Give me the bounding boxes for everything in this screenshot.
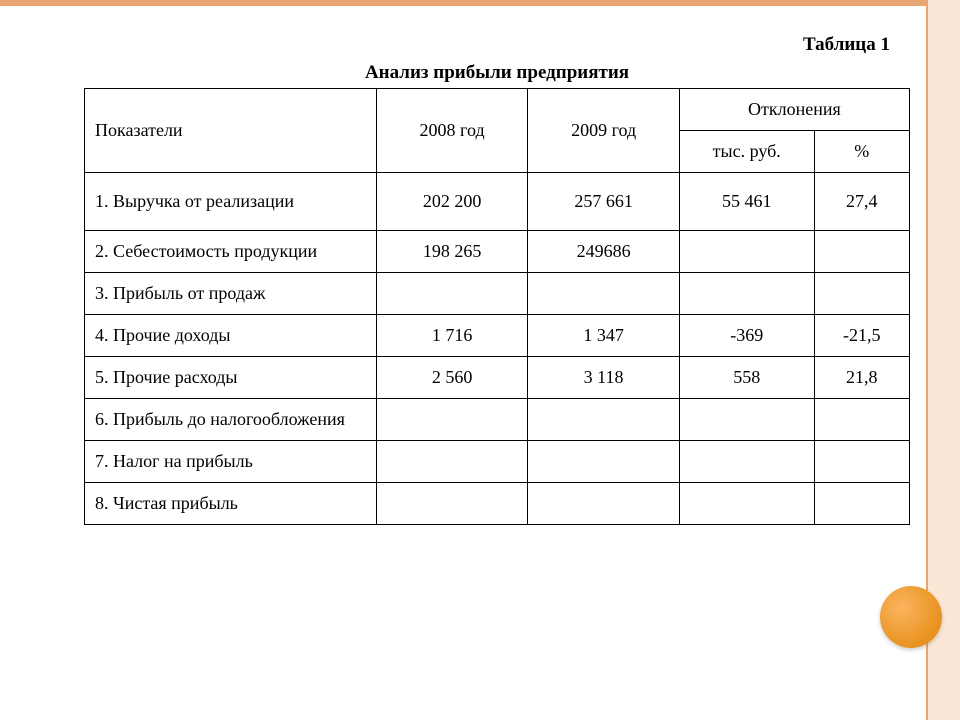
row-label: 1. Выручка от реализации <box>85 173 377 231</box>
row-label: 5. Прочие расходы <box>85 357 377 399</box>
cell-2008 <box>376 273 528 315</box>
cell-2009: 249686 <box>528 231 680 273</box>
cell-pct: -21,5 <box>814 315 909 357</box>
table-row: 3. Прибыль от продаж <box>85 273 910 315</box>
cell-2009 <box>528 399 680 441</box>
cell-dev: -369 <box>679 315 814 357</box>
cell-pct <box>814 441 909 483</box>
table-title: Анализ прибыли предприятия <box>84 62 910 84</box>
table-row: 7. Налог на прибыль <box>85 441 910 483</box>
row-label: 8. Чистая прибыль <box>85 483 377 525</box>
cell-2009 <box>528 273 680 315</box>
cell-2008 <box>376 441 528 483</box>
table-row: 2. Себестоимость продукции 198 265 24968… <box>85 231 910 273</box>
cell-pct <box>814 273 909 315</box>
cell-2008 <box>376 399 528 441</box>
content-area: Таблица 1 Анализ прибыли предприятия Пок… <box>0 0 960 545</box>
table-row: 5. Прочие расходы 2 560 3 118 558 21,8 <box>85 357 910 399</box>
cell-2009: 3 118 <box>528 357 680 399</box>
cell-dev <box>679 273 814 315</box>
cell-dev <box>679 399 814 441</box>
cell-pct <box>814 231 909 273</box>
cell-dev <box>679 231 814 273</box>
accent-circle-icon <box>880 586 942 648</box>
cell-pct <box>814 399 909 441</box>
cell-2008: 1 716 <box>376 315 528 357</box>
table-number-label: Таблица 1 <box>84 34 910 56</box>
cell-2008: 2 560 <box>376 357 528 399</box>
cell-pct: 21,8 <box>814 357 909 399</box>
cell-2008: 202 200 <box>376 173 528 231</box>
header-thous-rub: тыс. руб. <box>679 131 814 173</box>
header-indicators: Показатели <box>85 89 377 173</box>
cell-pct: 27,4 <box>814 173 909 231</box>
row-label: 4. Прочие доходы <box>85 315 377 357</box>
cell-2009: 257 661 <box>528 173 680 231</box>
header-2009: 2009 год <box>528 89 680 173</box>
header-deviations: Отклонения <box>679 89 909 131</box>
row-label: 6. Прибыль до налогообложения <box>85 399 377 441</box>
cell-2009 <box>528 483 680 525</box>
table-row: 4. Прочие доходы 1 716 1 347 -369 -21,5 <box>85 315 910 357</box>
cell-dev <box>679 441 814 483</box>
cell-pct <box>814 483 909 525</box>
profit-analysis-table: Показатели 2008 год 2009 год Отклонения … <box>84 88 910 525</box>
cell-2009: 1 347 <box>528 315 680 357</box>
row-label: 3. Прибыль от продаж <box>85 273 377 315</box>
cell-dev: 55 461 <box>679 173 814 231</box>
cell-dev: 558 <box>679 357 814 399</box>
cell-2008: 198 265 <box>376 231 528 273</box>
cell-2008 <box>376 483 528 525</box>
cell-dev <box>679 483 814 525</box>
header-percent: % <box>814 131 909 173</box>
row-label: 7. Налог на прибыль <box>85 441 377 483</box>
header-2008: 2008 год <box>376 89 528 173</box>
table-row: 8. Чистая прибыль <box>85 483 910 525</box>
table-row: 1. Выручка от реализации 202 200 257 661… <box>85 173 910 231</box>
cell-2009 <box>528 441 680 483</box>
table-row: 6. Прибыль до налогообложения <box>85 399 910 441</box>
header-row-1: Показатели 2008 год 2009 год Отклонения <box>85 89 910 131</box>
row-label: 2. Себестоимость продукции <box>85 231 377 273</box>
